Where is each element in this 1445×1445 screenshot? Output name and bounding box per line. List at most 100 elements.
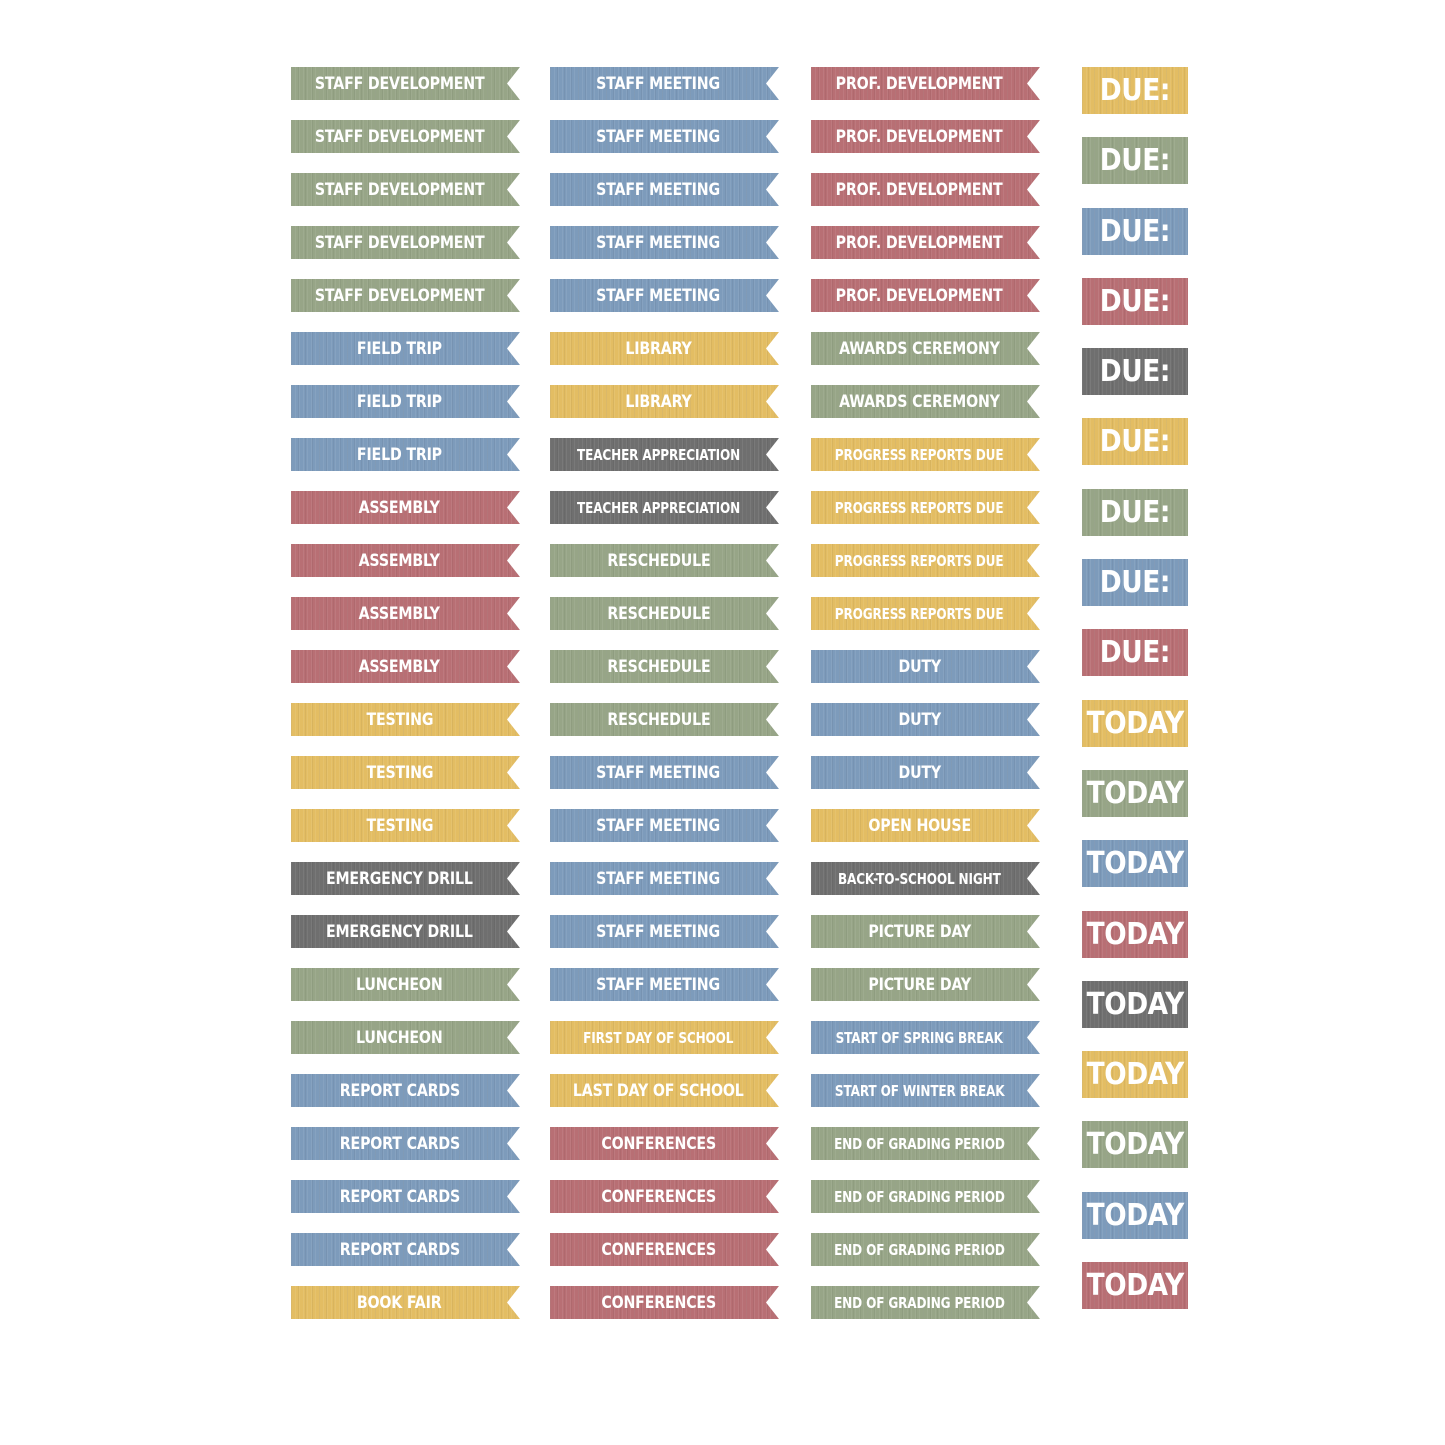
banner-sticker-label: STAFF DEVELOPMENT bbox=[314, 233, 485, 252]
banner-sticker-label: STAFF DEVELOPMENT bbox=[314, 74, 485, 93]
banner-sticker-label: STAFF MEETING bbox=[596, 975, 721, 994]
tile-sticker: TODAY bbox=[1082, 840, 1188, 888]
banner-sticker: PROGRESS REPORTS DUE bbox=[811, 438, 1040, 471]
banner-sticker-label: CONFERENCES bbox=[601, 1240, 716, 1259]
banner-sticker-label: CONFERENCES bbox=[601, 1293, 716, 1312]
banner-sticker-label: ASSEMBLY bbox=[358, 498, 441, 517]
banner-sticker: STAFF DEVELOPMENT bbox=[291, 279, 520, 312]
banner-sticker-label: LUNCHEON bbox=[356, 975, 443, 994]
banner-sticker-label: STAFF DEVELOPMENT bbox=[314, 127, 485, 146]
banner-sticker-label: FIELD TRIP bbox=[356, 339, 443, 358]
banner-sticker: CONFERENCES bbox=[550, 1180, 779, 1213]
banner-sticker: REPORT CARDS bbox=[291, 1180, 520, 1213]
banner-sticker-label: START OF SPRING BREAK bbox=[835, 1028, 1004, 1047]
banner-sticker: STAFF MEETING bbox=[550, 862, 779, 895]
banner-sticker-label: STAFF MEETING bbox=[596, 763, 721, 782]
banner-sticker: PROF. DEVELOPMENT bbox=[811, 279, 1040, 312]
banner-sticker-label: STAFF DEVELOPMENT bbox=[314, 286, 485, 305]
banner-sticker-label: DUTY bbox=[898, 657, 941, 676]
banner-sticker-label: FIELD TRIP bbox=[356, 392, 443, 411]
tile-sticker: DUE: bbox=[1082, 348, 1188, 396]
tile-sticker: DUE: bbox=[1082, 67, 1188, 114]
banner-sticker: RESCHEDULE bbox=[550, 703, 779, 736]
banner-sticker-label: FIELD TRIP bbox=[356, 445, 443, 464]
banner-sticker: PICTURE DAY bbox=[811, 968, 1040, 1001]
banner-sticker-label: TEACHER APPRECIATION bbox=[576, 498, 741, 517]
banner-sticker-label: REPORT CARDS bbox=[339, 1081, 460, 1100]
banner-sticker: OPEN HOUSE bbox=[811, 809, 1040, 842]
banner-sticker-label: BACK-TO-SCHOOL NIGHT bbox=[838, 869, 1001, 888]
tile-sticker-label: DUE: bbox=[1099, 354, 1171, 390]
banner-sticker-label: CONFERENCES bbox=[601, 1187, 716, 1206]
banner-sticker-label: RESCHEDULE bbox=[606, 604, 711, 623]
banner-sticker: STAFF MEETING bbox=[550, 756, 779, 789]
tile-sticker-label: DUE: bbox=[1099, 565, 1171, 601]
tile-sticker: TODAY bbox=[1082, 769, 1188, 817]
banner-sticker-label: PICTURE DAY bbox=[868, 922, 971, 941]
banner-sticker-label: STAFF MEETING bbox=[596, 127, 721, 146]
banner-sticker: PROF. DEVELOPMENT bbox=[811, 67, 1040, 100]
banner-sticker-label: RESCHEDULE bbox=[606, 657, 711, 676]
tile-sticker: DUE: bbox=[1082, 629, 1188, 677]
banner-sticker: PROF. DEVELOPMENT bbox=[811, 120, 1040, 153]
banner-sticker: PROGRESS REPORTS DUE bbox=[811, 597, 1040, 630]
tile-sticker: DUE: bbox=[1082, 418, 1188, 466]
banner-sticker: STAFF DEVELOPMENT bbox=[291, 67, 520, 100]
banner-sticker: STAFF MEETING bbox=[550, 809, 779, 842]
banner-sticker-label: PROF. DEVELOPMENT bbox=[836, 180, 1003, 199]
banner-sticker: REPORT CARDS bbox=[291, 1127, 520, 1160]
tile-sticker-label: DUE: bbox=[1099, 635, 1171, 671]
banner-sticker-label: STAFF DEVELOPMENT bbox=[314, 180, 485, 199]
banner-sticker-label: STAFF MEETING bbox=[596, 180, 721, 199]
banner-sticker-label: LUNCHEON bbox=[356, 1028, 443, 1047]
tile-sticker: DUE: bbox=[1082, 137, 1188, 185]
banner-sticker-label: STAFF MEETING bbox=[596, 816, 721, 835]
banner-sticker: RESCHEDULE bbox=[550, 544, 779, 577]
banner-sticker-label: STAFF MEETING bbox=[596, 74, 721, 93]
banner-sticker: FIELD TRIP bbox=[291, 385, 520, 418]
banner-sticker: STAFF DEVELOPMENT bbox=[291, 120, 520, 153]
banner-sticker: FIELD TRIP bbox=[291, 438, 520, 471]
banner-sticker: STAFF MEETING bbox=[550, 968, 779, 1001]
tile-sticker: DUE: bbox=[1082, 207, 1188, 255]
banner-sticker-label: ASSEMBLY bbox=[358, 657, 441, 676]
banner-sticker: STAFF MEETING bbox=[550, 67, 779, 100]
tile-sticker: TODAY bbox=[1082, 1051, 1188, 1099]
tile-sticker: DUE: bbox=[1082, 488, 1188, 536]
tile-sticker: TODAY bbox=[1082, 910, 1188, 958]
banner-sticker: CONFERENCES bbox=[550, 1127, 779, 1160]
banner-sticker: PROGRESS REPORTS DUE bbox=[811, 544, 1040, 577]
tile-sticker-label: TODAY bbox=[1086, 1057, 1184, 1093]
banner-sticker: DUTY bbox=[811, 703, 1040, 736]
tile-sticker-label: TODAY bbox=[1086, 916, 1184, 952]
banner-sticker: STAFF MEETING bbox=[550, 173, 779, 206]
banner-sticker-label: ASSEMBLY bbox=[358, 551, 441, 570]
tile-sticker: DUE: bbox=[1082, 559, 1188, 607]
banner-sticker-label: ASSEMBLY bbox=[358, 604, 441, 623]
banner-sticker: ASSEMBLY bbox=[291, 650, 520, 683]
sticker-column-1: STAFF DEVELOPMENT STAFF DEVELOPMENT STAFF … bbox=[291, 67, 520, 1339]
banner-sticker: DUTY bbox=[811, 756, 1040, 789]
banner-sticker: LIBRARY bbox=[550, 332, 779, 365]
tile-sticker: TODAY bbox=[1082, 1262, 1188, 1310]
tile-sticker: TODAY bbox=[1082, 1121, 1188, 1169]
sticker-column-3: PROF. DEVELOPMENT PROF. DEVELOPMENT PROF. … bbox=[811, 67, 1040, 1339]
banner-sticker-label: TESTING bbox=[366, 816, 433, 835]
banner-sticker-label: DUTY bbox=[898, 710, 941, 729]
banner-sticker: END OF GRADING PERIOD bbox=[811, 1233, 1040, 1266]
banner-sticker-label: TEACHER APPRECIATION bbox=[576, 445, 741, 464]
tile-sticker-label: DUE: bbox=[1099, 283, 1171, 319]
banner-sticker-label: EMERGENCY DRILL bbox=[326, 922, 473, 941]
tile-sticker-label: TODAY bbox=[1086, 705, 1184, 741]
banner-sticker-label: TESTING bbox=[366, 710, 433, 729]
banner-sticker: STAFF MEETING bbox=[550, 915, 779, 948]
banner-sticker: TESTING bbox=[291, 809, 520, 842]
tile-sticker: TODAY bbox=[1082, 1191, 1188, 1239]
banner-sticker-label: CONFERENCES bbox=[601, 1134, 716, 1153]
sticker-column-2: STAFF MEETING STAFF MEETING STAFF MEETING S… bbox=[550, 67, 779, 1339]
banner-sticker: RESCHEDULE bbox=[550, 650, 779, 683]
banner-sticker: AWARDS CEREMONY bbox=[811, 385, 1040, 418]
banner-sticker: EMERGENCY DRILL bbox=[291, 862, 520, 895]
banner-sticker: START OF WINTER BREAK bbox=[811, 1074, 1040, 1107]
banner-sticker-label: PROF. DEVELOPMENT bbox=[836, 233, 1003, 252]
